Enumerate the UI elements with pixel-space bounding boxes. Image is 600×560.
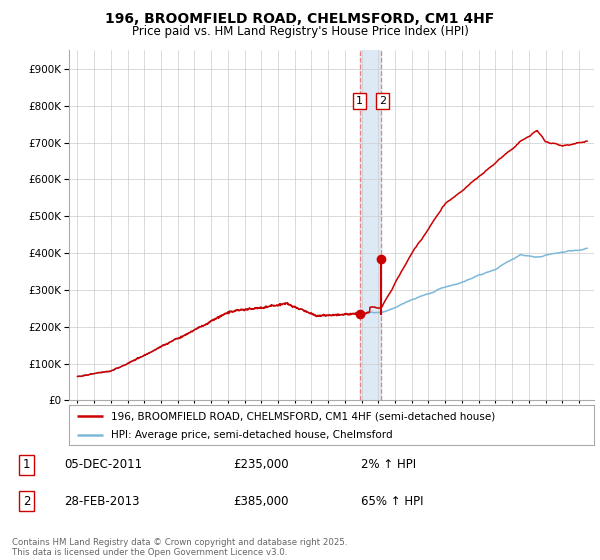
Text: 28-FEB-2013: 28-FEB-2013: [64, 494, 140, 507]
Text: 196, BROOMFIELD ROAD, CHELMSFORD, CM1 4HF: 196, BROOMFIELD ROAD, CHELMSFORD, CM1 4H…: [106, 12, 494, 26]
Text: 2: 2: [379, 96, 386, 106]
Text: £385,000: £385,000: [233, 494, 289, 507]
Bar: [360, 50, 381, 400]
Text: Price paid vs. HM Land Registry's House Price Index (HPI): Price paid vs. HM Land Registry's House …: [131, 25, 469, 38]
Text: Contains HM Land Registry data © Crown copyright and database right 2025.
This d: Contains HM Land Registry data © Crown c…: [12, 538, 347, 557]
Text: 65% ↑ HPI: 65% ↑ HPI: [361, 494, 424, 507]
Text: £235,000: £235,000: [233, 459, 289, 472]
Text: 1: 1: [23, 459, 30, 472]
Text: 1: 1: [356, 96, 363, 106]
Text: HPI: Average price, semi-detached house, Chelmsford: HPI: Average price, semi-detached house,…: [111, 430, 392, 440]
Text: 2% ↑ HPI: 2% ↑ HPI: [361, 459, 416, 472]
Text: 05-DEC-2011: 05-DEC-2011: [64, 459, 143, 472]
Text: 2: 2: [23, 494, 30, 507]
Text: 196, BROOMFIELD ROAD, CHELMSFORD, CM1 4HF (semi-detached house): 196, BROOMFIELD ROAD, CHELMSFORD, CM1 4H…: [111, 411, 495, 421]
